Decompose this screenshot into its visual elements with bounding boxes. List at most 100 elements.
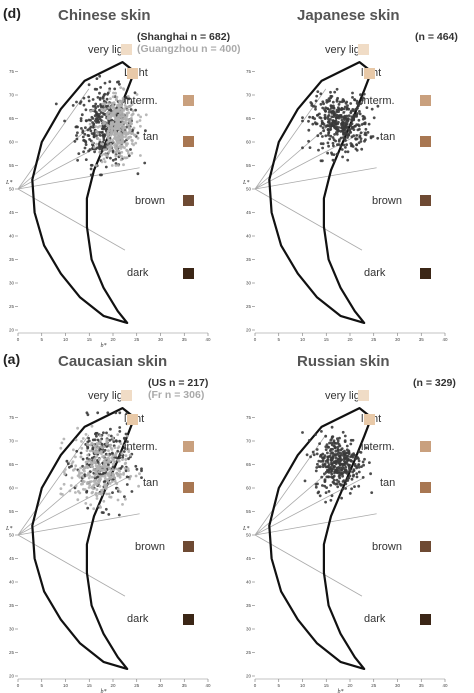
data-point: [87, 118, 91, 122]
category-swatch: [183, 136, 194, 147]
data-point: [85, 411, 89, 415]
data-point: [322, 102, 325, 106]
data-point: [337, 471, 341, 475]
data-point: [118, 430, 122, 433]
data-point: [119, 133, 122, 137]
data-point: [114, 451, 118, 455]
data-point: [120, 150, 124, 154]
data-point: [80, 446, 84, 450]
data-point: [107, 106, 111, 110]
data-point: [325, 443, 329, 446]
data-point: [350, 109, 353, 113]
data-point: [70, 462, 74, 465]
data-point: [126, 440, 129, 444]
x-axis-label: b*: [101, 689, 107, 693]
data-point: [100, 160, 104, 164]
data-point: [119, 86, 123, 89]
x-tick-label: 25: [371, 683, 377, 688]
x-tick-label: 40: [205, 337, 211, 342]
x-tick-label: 20: [110, 683, 116, 688]
data-point: [333, 453, 337, 456]
data-point: [140, 476, 143, 479]
data-point: [364, 127, 368, 131]
data-point: [355, 123, 359, 127]
data-point: [335, 99, 339, 103]
data-point: [97, 480, 101, 483]
data-point: [79, 451, 83, 455]
data-point: [321, 106, 325, 110]
data-point: [130, 138, 134, 142]
data-point: [82, 96, 86, 100]
data-point: [100, 142, 103, 146]
chart-panel-2: (a) Caucasian skin (US n = 217)(Fr n = 306…: [3, 351, 211, 693]
data-point: [342, 467, 346, 470]
data-point: [310, 104, 314, 107]
data-point: [359, 137, 363, 141]
data-point: [330, 151, 333, 155]
data-point: [376, 104, 380, 108]
data-point: [113, 87, 117, 91]
data-point: [99, 506, 102, 509]
data-point: [95, 497, 99, 500]
data-point: [338, 100, 342, 104]
data-point: [87, 134, 91, 138]
data-point: [328, 441, 331, 445]
data-point: [89, 125, 93, 129]
data-point: [341, 480, 345, 483]
data-point: [321, 456, 324, 460]
data-point: [81, 135, 85, 139]
data-point: [88, 483, 92, 487]
data-point: [324, 445, 328, 449]
data-point: [102, 127, 105, 131]
data-point: [76, 474, 80, 478]
data-point: [115, 467, 118, 471]
data-point: [105, 431, 108, 435]
data-point: [328, 99, 331, 103]
data-point: [360, 465, 363, 468]
data-point: [124, 454, 128, 458]
category-swatch: [121, 44, 132, 55]
data-point: [99, 86, 102, 89]
data-point: [345, 444, 349, 448]
data-point: [94, 102, 98, 106]
data-point: [343, 131, 347, 135]
ita-sector-line: [17, 534, 126, 597]
data-point: [109, 146, 113, 149]
data-point: [107, 513, 111, 516]
panel-letter: (a): [3, 351, 20, 367]
data-point: [324, 448, 328, 451]
data-point: [126, 108, 129, 112]
data-point: [327, 490, 331, 493]
data-point: [106, 91, 110, 95]
y-tick-label: 70: [246, 439, 252, 444]
data-point: [346, 150, 350, 154]
y-axis-label: L*: [5, 526, 12, 532]
data-point: [101, 446, 104, 450]
data-point: [63, 119, 66, 123]
data-point: [357, 104, 360, 108]
data-point: [98, 124, 102, 128]
data-point: [99, 439, 102, 443]
data-point: [81, 482, 84, 486]
data-point: [105, 492, 109, 496]
data-point: [331, 141, 335, 145]
data-point: [87, 471, 90, 475]
data-point: [105, 439, 109, 443]
ita-sector-line: [17, 477, 128, 536]
data-point: [99, 96, 102, 100]
data-point: [114, 164, 118, 167]
data-point: [125, 447, 129, 451]
sample-size-note: (n = 464): [415, 31, 458, 43]
category-swatch: [420, 614, 431, 625]
data-point: [339, 451, 342, 455]
data-point: [133, 133, 137, 137]
data-point: [117, 469, 121, 472]
data-point: [75, 137, 79, 141]
data-point: [340, 496, 343, 500]
data-point: [111, 491, 114, 494]
y-tick-label: 40: [246, 580, 252, 585]
data-point: [333, 465, 336, 468]
data-point: [334, 456, 338, 460]
data-point: [95, 455, 98, 458]
data-point: [342, 125, 346, 128]
